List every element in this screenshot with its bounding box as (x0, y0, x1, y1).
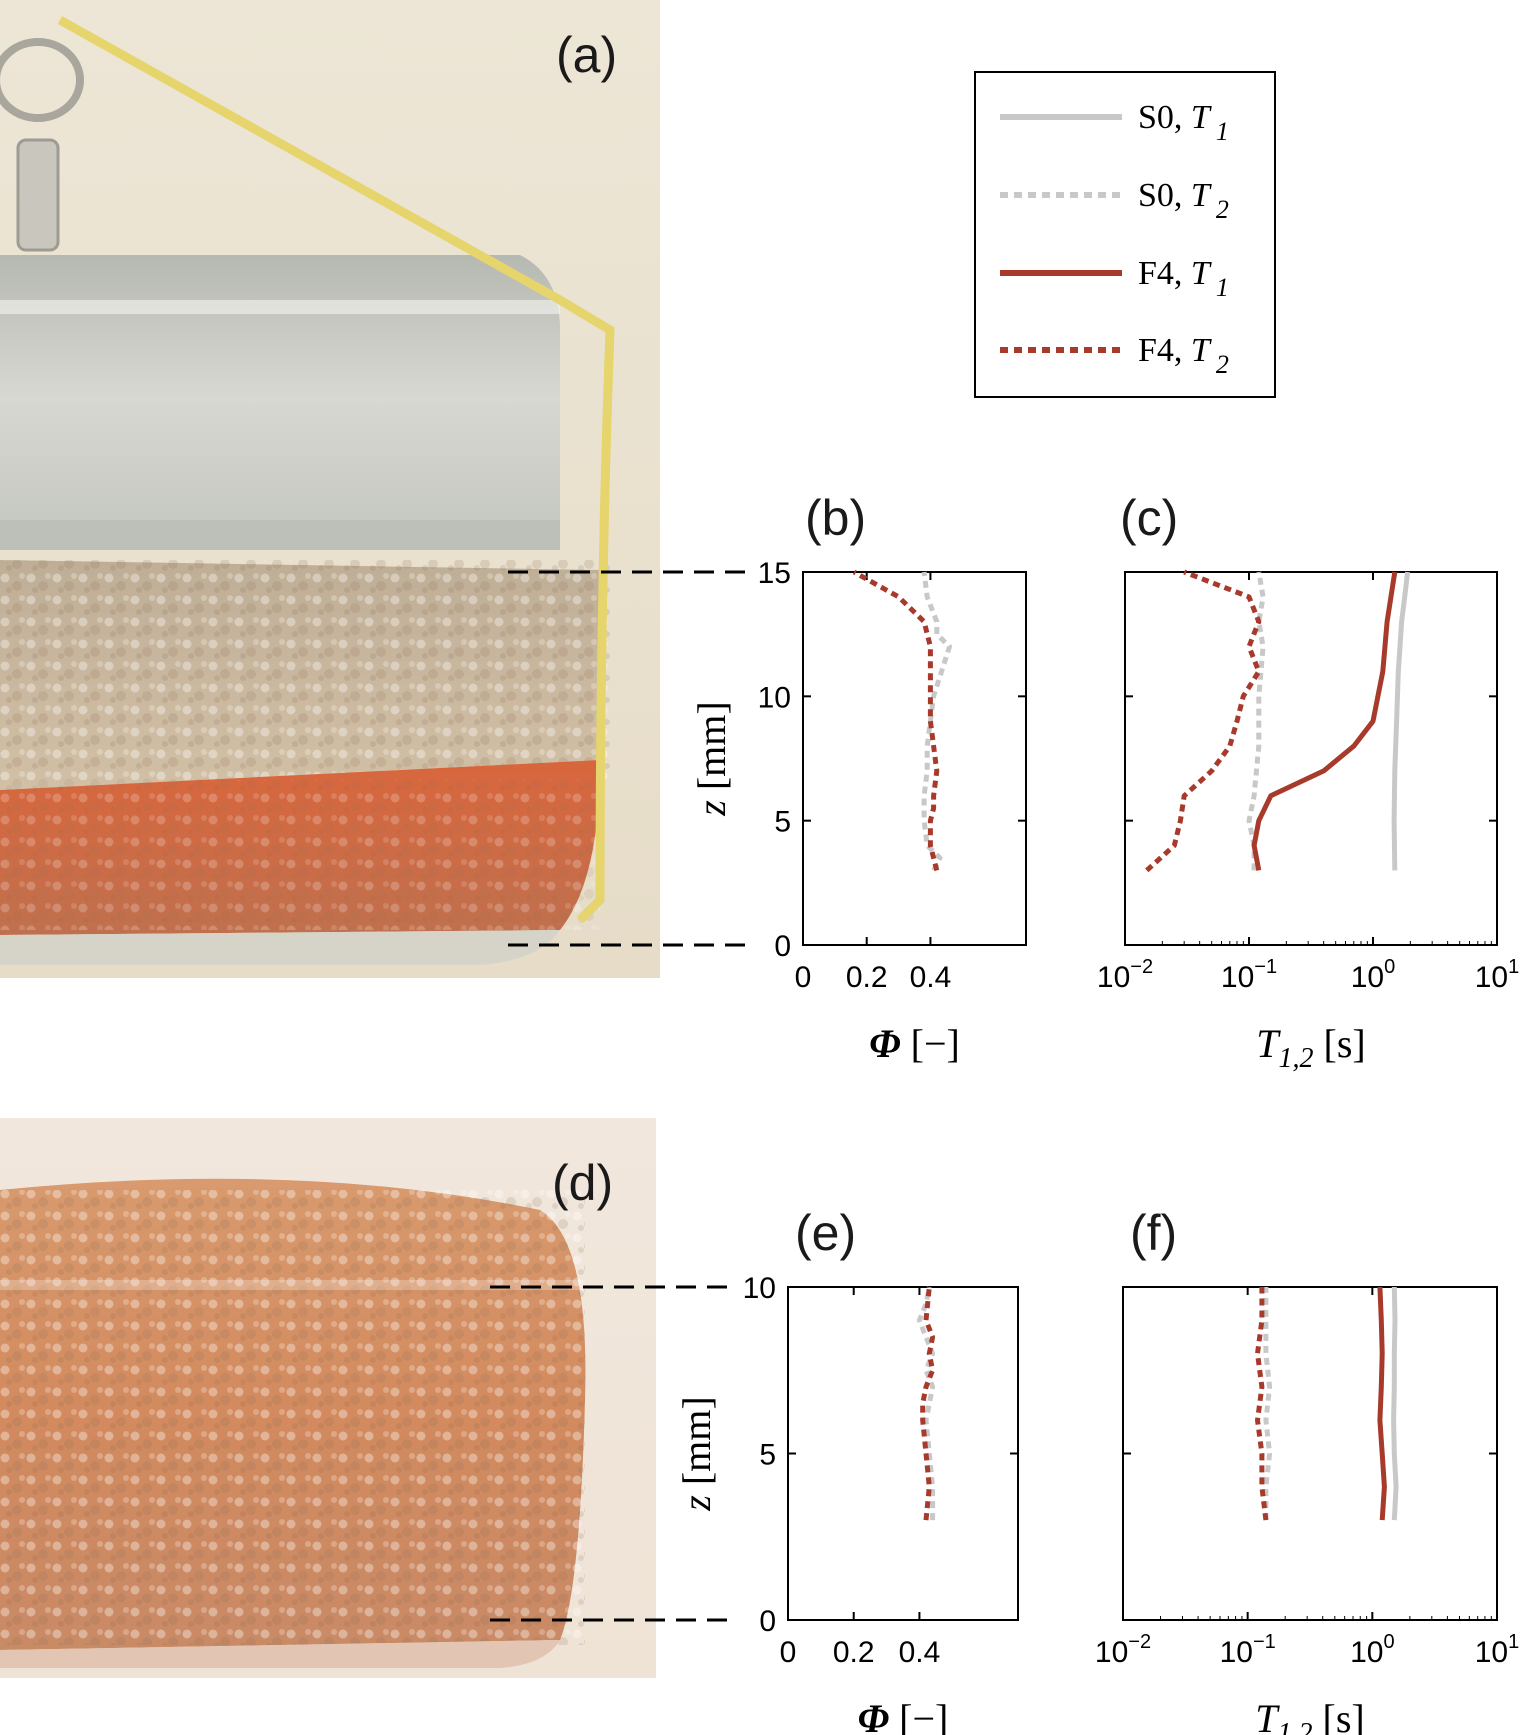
series-line-c-f4-t1 (1251, 571, 1398, 871)
series-line-c-s0-t2 (1246, 571, 1266, 871)
x-tick-label-b-0: 0 (795, 961, 812, 994)
y-tick-label-b-2: 10 (758, 681, 791, 714)
y-tick-label-e-0: 0 (759, 1605, 776, 1638)
x-axis-label-c: T1,2 [s] (1256, 1021, 1365, 1074)
plot-frame-f (1122, 1286, 1498, 1621)
series-line-b-f4-t2 (852, 569, 940, 872)
plot-frame-e (787, 1286, 1019, 1621)
x-axis-label-f: T1,2 [s] (1255, 1696, 1364, 1735)
x-tick-label-f-1: 10−1 (1220, 1631, 1276, 1669)
y-tick-label-b-0: 0 (774, 930, 791, 963)
photo-d (0, 1118, 656, 1678)
photo-a (0, 0, 660, 978)
x-tick-label-c-1: 10−1 (1221, 956, 1277, 994)
plot-frame-b (802, 571, 1027, 946)
plot-frame-c (1124, 571, 1498, 946)
series-line-b-s0-t2 (921, 571, 952, 872)
y-tick-label-b-3: 15 (758, 557, 791, 590)
series-line-f-s0-t1 (1391, 1286, 1399, 1521)
panel-label-d: (d) (552, 1155, 613, 1211)
panel-label-a: (a) (556, 27, 617, 83)
series-line-f-s0-t2 (1263, 1287, 1273, 1521)
dashed-connectors (490, 570, 745, 1622)
series-line-e-f4-t2 (920, 1286, 936, 1521)
x-tick-label-b-1: 0.2 (846, 961, 888, 994)
x-tick-label-b-2: 0.4 (910, 961, 952, 994)
x-tick-label-c-3: 101 (1475, 956, 1520, 994)
series-line-f-f4-t2 (1255, 1287, 1269, 1521)
legend-box (974, 71, 1276, 398)
chart-e: 0 0.2 0.4 0 5 10 Φ [−] z [mm] (674, 1272, 1019, 1735)
x-tick-label-f-2: 100 (1350, 1631, 1395, 1669)
y-axis-label-e: z [mm] (674, 1396, 719, 1511)
x-tick-label-f-0: 10−2 (1095, 1631, 1151, 1669)
series-line-c-f4-t2 (1145, 569, 1262, 873)
y-tick-label-e-1: 5 (759, 1439, 776, 1472)
chart-b: 0 0.2 0.4 0 5 10 15 Φ [−] z [mm] (689, 557, 1027, 1066)
x-tick-label-c-0: 10−2 (1097, 956, 1153, 994)
x-axis-label-e: Φ [−] (858, 1696, 949, 1735)
panel-label-f: (f) (1130, 1205, 1177, 1261)
y-tick-label-b-1: 5 (774, 806, 791, 839)
panel-label-e: (e) (795, 1205, 856, 1261)
y-tick-label-e-2: 10 (743, 1272, 776, 1305)
series-line-c-s0-t1 (1391, 571, 1411, 871)
x-tick-label-c-2: 100 (1351, 956, 1396, 994)
series-line-e-s0-t2 (916, 1286, 936, 1521)
x-tick-label-e-2: 0.4 (899, 1636, 941, 1669)
x-tick-label-e-0: 0 (780, 1636, 797, 1669)
x-axis-label-b: Φ [−] (869, 1021, 960, 1066)
y-axis-label-b: z [mm] (689, 701, 734, 816)
panel-label-c: (c) (1120, 490, 1178, 546)
chart-f: 10−2 10−1 100 101 T1,2 [s] (1095, 1286, 1520, 1735)
x-tick-label-f-3: 101 (1475, 1631, 1520, 1669)
panel-label-b: (b) (805, 490, 866, 546)
series-line-f-f4-t1 (1377, 1286, 1387, 1521)
x-tick-label-e-1: 0.2 (833, 1636, 875, 1669)
chart-c: 10−2 10−1 100 101 T1,2 [s] (1097, 569, 1520, 1074)
